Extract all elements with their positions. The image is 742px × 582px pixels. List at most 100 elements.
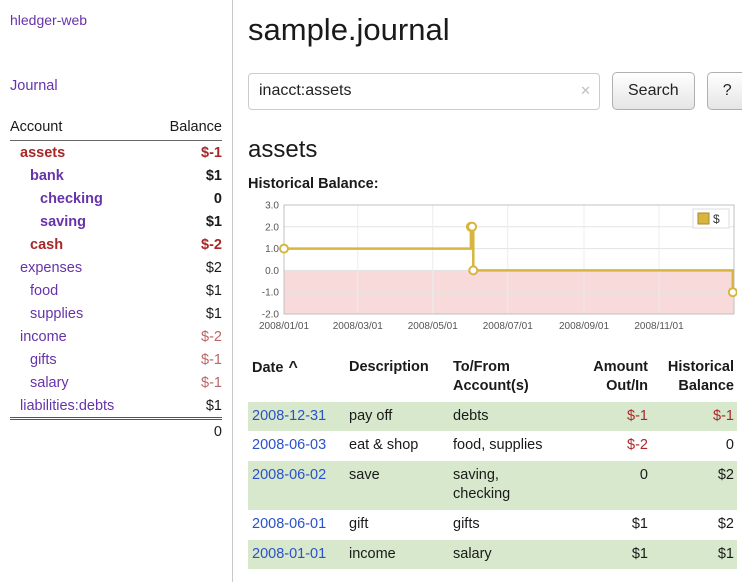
register-date-header[interactable]: Date ^ [248, 354, 345, 402]
account-name-cell: bank [10, 164, 151, 187]
account-row: income $-2 [10, 325, 222, 348]
account-name-cell: gifts [10, 348, 151, 371]
account-balance: $1 [205, 213, 222, 230]
account-link[interactable]: liabilities:debts [20, 397, 115, 414]
register-date-header-label: Date [252, 360, 284, 376]
search-bar: ✕ Search ? [248, 72, 742, 110]
account-row: cash $-2 [10, 233, 222, 256]
search-button[interactable]: Search [612, 72, 695, 110]
register-table: Date ^ Description To/From Account(s) Amo… [248, 354, 737, 570]
register-row: 2008-06-02 save saving, checking 0 $2 [248, 460, 737, 510]
register-description-header: Description [349, 359, 429, 375]
legend-swatch-icon [697, 212, 710, 225]
x-tick-label: 2008/07/01 [483, 321, 533, 332]
data-point-marker [468, 265, 479, 276]
account-link[interactable]: salary [30, 374, 69, 391]
x-tick-label: 2008/09/01 [559, 321, 609, 332]
transaction-date-link[interactable]: 2008-06-03 [252, 437, 327, 454]
account-link[interactable]: supplies [30, 305, 84, 322]
chart-title: Historical Balance: [248, 176, 379, 192]
register-row: 2008-06-01 gift gifts $1 $2 [248, 510, 737, 540]
transaction-balance: $2 [717, 515, 734, 532]
transaction-accounts: gifts [453, 515, 480, 532]
transaction-balance: $1 [717, 545, 734, 562]
y-tick-label: -1.0 [262, 288, 280, 299]
account-row: liabilities:debts $1 [10, 394, 222, 419]
account-balance: $-1 [201, 351, 222, 368]
y-tick-label: 1.0 [265, 244, 279, 255]
transaction-date-link[interactable]: 2008-01-01 [252, 545, 327, 562]
sort-ascending-icon: ^ [288, 359, 298, 376]
legend-label: $ [713, 212, 720, 226]
account-balance: $1 [205, 167, 222, 184]
register-header-row: Date ^ Description To/From Account(s) Amo… [248, 354, 737, 402]
transaction-balance: $-1 [713, 407, 734, 424]
transaction-accounts: saving, checking [453, 466, 511, 503]
account-row: bank $1 [10, 164, 222, 187]
data-point-marker [727, 287, 737, 298]
help-button[interactable]: ? [706, 72, 742, 110]
account-row: supplies $1 [10, 302, 222, 325]
register-amount-header: Amount Out/In [593, 359, 648, 394]
plot-border [283, 204, 735, 315]
clear-search-icon[interactable]: ✕ [580, 82, 591, 98]
account-link[interactable]: checking [40, 190, 103, 207]
account-link[interactable]: expenses [20, 259, 83, 276]
transaction-description: gift [349, 515, 369, 532]
transaction-date-cell: 2008-01-01 [248, 540, 345, 570]
account-balance: $1 [205, 305, 222, 322]
account-link[interactable]: bank [30, 167, 64, 184]
account-name-cell: salary [10, 371, 151, 394]
transaction-date-link[interactable]: 2008-12-31 [252, 407, 327, 424]
register-row: 2008-12-31 pay off debts $-1 $-1 [248, 401, 737, 432]
account-link[interactable]: gifts [30, 351, 57, 368]
account-row: checking 0 [10, 187, 222, 210]
transaction-date-cell: 2008-06-02 [248, 461, 345, 510]
account-name-cell: liabilities:debts [10, 394, 151, 419]
account-link[interactable]: saving [40, 213, 86, 230]
transaction-balance: 0 [725, 437, 734, 454]
total-row-spacer [10, 417, 152, 444]
balance-column-header: Balance [151, 116, 222, 141]
account-link[interactable]: cash [30, 236, 64, 253]
transaction-accounts: food, supplies [453, 437, 543, 454]
transaction-date-link[interactable]: 2008-06-02 [252, 466, 327, 483]
sidebar-item-journal[interactable]: Journal [10, 78, 58, 94]
y-tick-label: 2.0 [265, 222, 279, 233]
transaction-date-link[interactable]: 2008-06-01 [252, 515, 327, 532]
account-name-cell: checking [10, 187, 151, 210]
search-input[interactable] [248, 72, 600, 110]
register-balance-header: Historical Balance [667, 359, 734, 394]
account-row: saving $1 [10, 210, 222, 233]
transaction-amount: $-1 [627, 407, 648, 424]
account-link[interactable]: income [20, 328, 67, 345]
x-tick-label: 2008/11/01 [634, 321, 684, 332]
transaction-amount: $1 [631, 515, 648, 532]
data-point-marker [279, 243, 289, 254]
account-balance: 0 [213, 190, 222, 207]
app-title-link[interactable]: hledger-web [10, 12, 88, 28]
account-table-header-row: Account Balance [10, 116, 222, 141]
register-row: 2008-06-03 eat & shop food, supplies $-2 0 [248, 431, 737, 461]
page-title: sample.journal [248, 12, 450, 47]
account-balance: $-2 [201, 328, 222, 345]
account-link[interactable]: assets [20, 144, 66, 161]
transaction-date-cell: 2008-12-31 [248, 402, 345, 432]
account-balance: $1 [205, 282, 222, 299]
sidebar: hledger-web Journal Account Balance asse… [0, 0, 233, 582]
register-row: 2008-01-01 income salary $1 $1 [248, 539, 737, 570]
transaction-description: eat & shop [349, 437, 419, 454]
transaction-description: save [349, 466, 380, 483]
account-row: gifts $-1 [10, 348, 222, 371]
transaction-date-cell: 2008-06-01 [248, 510, 345, 540]
transaction-date-cell: 2008-06-03 [248, 431, 345, 461]
account-link[interactable]: food [30, 282, 59, 299]
x-tick-label: 2008/05/01 [408, 321, 458, 332]
transaction-description: pay off [349, 407, 393, 424]
account-name-cell: income [10, 325, 151, 348]
account-row: food $1 [10, 279, 222, 302]
account-name-cell: expenses [10, 256, 151, 279]
total-balance: 0 [151, 417, 222, 444]
register-accounts-header: To/From Account(s) [453, 359, 529, 394]
